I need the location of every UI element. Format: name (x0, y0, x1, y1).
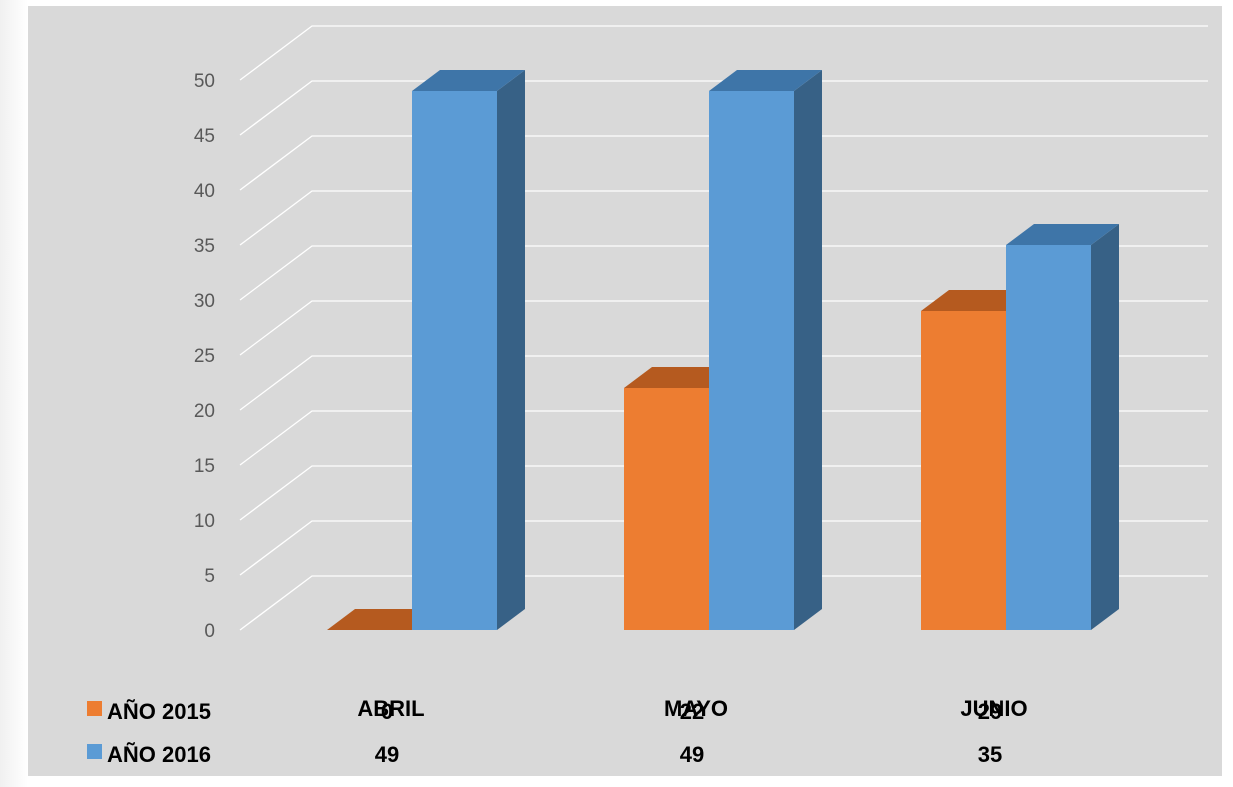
y-tick-label: 25 (194, 346, 215, 367)
bar-side (497, 70, 525, 630)
bar-front (709, 91, 794, 630)
data-table: AÑO 2015 0 22 29 AÑO 2016 49 49 35 (87, 699, 1002, 767)
data-label: 0 (381, 699, 393, 724)
category-label: JUNIO (960, 696, 1027, 721)
bar-top (709, 70, 822, 91)
gridline (239, 410, 1208, 466)
gridline (239, 25, 1208, 81)
y-tick-label: 0 (204, 621, 215, 642)
bars-layer (327, 70, 1119, 630)
bar-top (1006, 224, 1119, 245)
y-tick-label: 5 (204, 566, 215, 587)
y-tick-label: 50 (194, 71, 215, 92)
bar-top (624, 367, 737, 388)
gridline (239, 190, 1208, 246)
bar-abril-series-1 (327, 609, 440, 630)
y-tick-label: 40 (194, 181, 215, 202)
bar-front (1006, 245, 1091, 630)
category-axis: ABRIL MAYO JUNIO (357, 696, 1027, 721)
bar-front (412, 91, 497, 630)
y-axis: 0 5 10 15 20 25 30 35 40 45 50 (194, 71, 215, 642)
legend-key (87, 701, 102, 716)
chart-area: 0 5 10 15 20 25 30 35 40 45 50 ABRIL MAYO JUNIO AÑO … (28, 6, 1222, 776)
gridline (239, 135, 1208, 191)
data-label: 35 (978, 742, 1002, 767)
bar-top (921, 290, 1034, 311)
gridline (239, 245, 1208, 301)
y-tick-label: 15 (194, 456, 215, 477)
series-name: AÑO 2016 (107, 742, 211, 767)
grid-layer (239, 25, 1208, 631)
y-tick-label: 30 (194, 291, 215, 312)
chart-svg: 0 5 10 15 20 25 30 35 40 45 50 ABRIL MAYO JUNIO AÑO … (87, 25, 1208, 767)
gridline (239, 80, 1208, 136)
y-tick-label: 10 (194, 511, 215, 532)
gridline (239, 355, 1208, 411)
bar-mayo-series-2 (709, 70, 822, 630)
y-tick-label: 20 (194, 401, 215, 422)
bar-side (794, 70, 822, 630)
series-name: AÑO 2015 (107, 699, 211, 724)
bar-abril-series-2 (412, 70, 525, 630)
gridline (239, 465, 1208, 521)
bar-front (624, 388, 709, 630)
legend-key (87, 744, 102, 759)
gridline (239, 300, 1208, 356)
data-label: 29 (978, 699, 1002, 724)
data-label: 49 (680, 742, 704, 767)
y-tick-label: 35 (194, 236, 215, 257)
data-label: 49 (375, 742, 399, 767)
gridline (239, 520, 1208, 576)
data-label: 22 (680, 699, 704, 724)
bar-side (1091, 224, 1119, 630)
bar-front (921, 311, 1006, 630)
category-label: MAYO (664, 696, 728, 721)
bar-top (412, 70, 525, 91)
bar-top (327, 609, 440, 630)
category-label: ABRIL (357, 696, 424, 721)
gridline (239, 575, 1208, 631)
y-tick-label: 45 (194, 126, 215, 147)
bar-junio-series-2 (1006, 224, 1119, 630)
